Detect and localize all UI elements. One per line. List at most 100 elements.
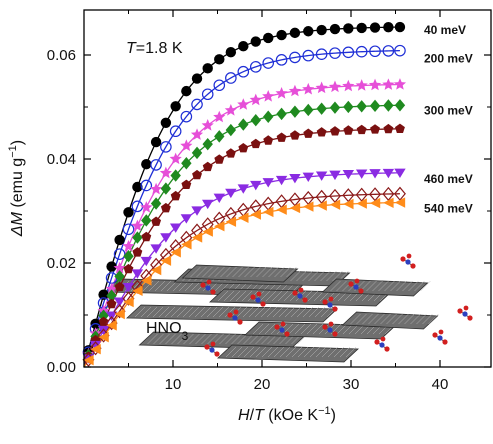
lattice-line [225,346,237,358]
lattice-line [309,346,321,358]
lattice-line [286,266,297,278]
data-point [140,179,153,192]
lattice-line [259,290,271,302]
nitrogen-atom [205,285,211,291]
lattice-line [237,346,249,358]
data-point [329,101,341,114]
y-axis-title: ΔM (emu g−1) [7,140,26,237]
data-point [213,193,225,204]
x-tick-label: 30 [343,376,360,393]
lattice-line [219,333,230,345]
lattice-line [274,266,285,278]
data-point [123,250,134,263]
lattice-line [422,313,433,325]
data-point [160,233,172,243]
lattice-line [390,280,401,292]
lattice-line [272,306,284,318]
lattice-line [218,306,230,318]
data-point [302,172,314,183]
data-point [329,47,341,59]
data-point [382,78,395,90]
data-point [150,197,162,210]
x-tick-label: 40 [432,376,449,393]
data-point [315,81,328,94]
nitrogen-atom [232,315,238,321]
data-point [394,21,406,33]
data-point [275,87,288,99]
data-point [225,47,237,58]
x-axis-var-h: H [238,407,250,424]
oxygen-atom [406,253,412,259]
lattice-line [182,306,194,318]
data-point [97,325,110,336]
lattice-line [302,306,314,318]
data-point [123,296,134,308]
graphene-sheet [217,344,359,363]
lattice-line [212,306,224,318]
data-point [214,220,225,232]
data-point [150,159,162,171]
oxygen-atom [400,256,406,262]
temperature-var: T [126,40,137,57]
lattice-line [249,346,261,358]
data-point [170,101,181,112]
y-tick-label: 0.00 [47,359,76,376]
lattice-line [265,290,277,302]
data-point [238,118,249,131]
lattice-line [232,266,243,278]
data-point [83,354,94,366]
lattice-line [237,333,248,345]
data-point [141,214,152,227]
data-point [214,130,225,143]
oxygen-atom [322,324,328,330]
lattice-line [158,306,170,318]
data-point [262,57,275,69]
x-tick-label: 10 [165,376,182,393]
lattice-line [330,280,341,292]
nitrogen-atom [353,284,359,290]
data-point [131,219,144,232]
nitrogen-atom [297,293,303,299]
data-point [263,206,274,218]
data-point [238,41,249,52]
lattice-line [183,333,194,345]
oxygen-atom [298,287,304,293]
x-axis-unit: (kOe K [264,407,319,424]
data-point [356,124,367,135]
data-point [202,199,214,210]
oxygen-atom [348,281,354,287]
data-point [368,78,382,91]
lattice-line [200,306,212,318]
lattice-line [273,346,285,358]
lattice-line [296,270,307,282]
data-point [329,170,341,181]
data-point [329,199,341,210]
lattice-line [235,290,247,302]
data-point [238,212,249,223]
data-point [170,190,181,201]
oxygen-atom [410,263,416,269]
data-markers [82,21,407,367]
lattice-line [319,290,331,302]
data-point [141,231,152,242]
lattice-line [308,306,320,318]
data-point [342,170,355,180]
lattice-line [231,346,243,358]
lattice-line [195,333,206,345]
y-axis-unit: (emu g [9,158,26,212]
data-point [191,206,203,216]
oxygen-atom [227,312,233,318]
data-point [181,179,192,189]
lattice-line [321,346,333,358]
lattice-line [414,280,425,292]
data-point [169,152,182,165]
temperature-value: =1.8 K [136,40,183,57]
lattice-line [378,280,389,292]
lattice-line [268,266,279,278]
lattice-line [159,333,170,345]
data-point [382,168,395,179]
data-point [160,255,172,266]
lattice-line [252,323,264,335]
lattice-line [262,266,273,278]
data-point [329,23,341,35]
